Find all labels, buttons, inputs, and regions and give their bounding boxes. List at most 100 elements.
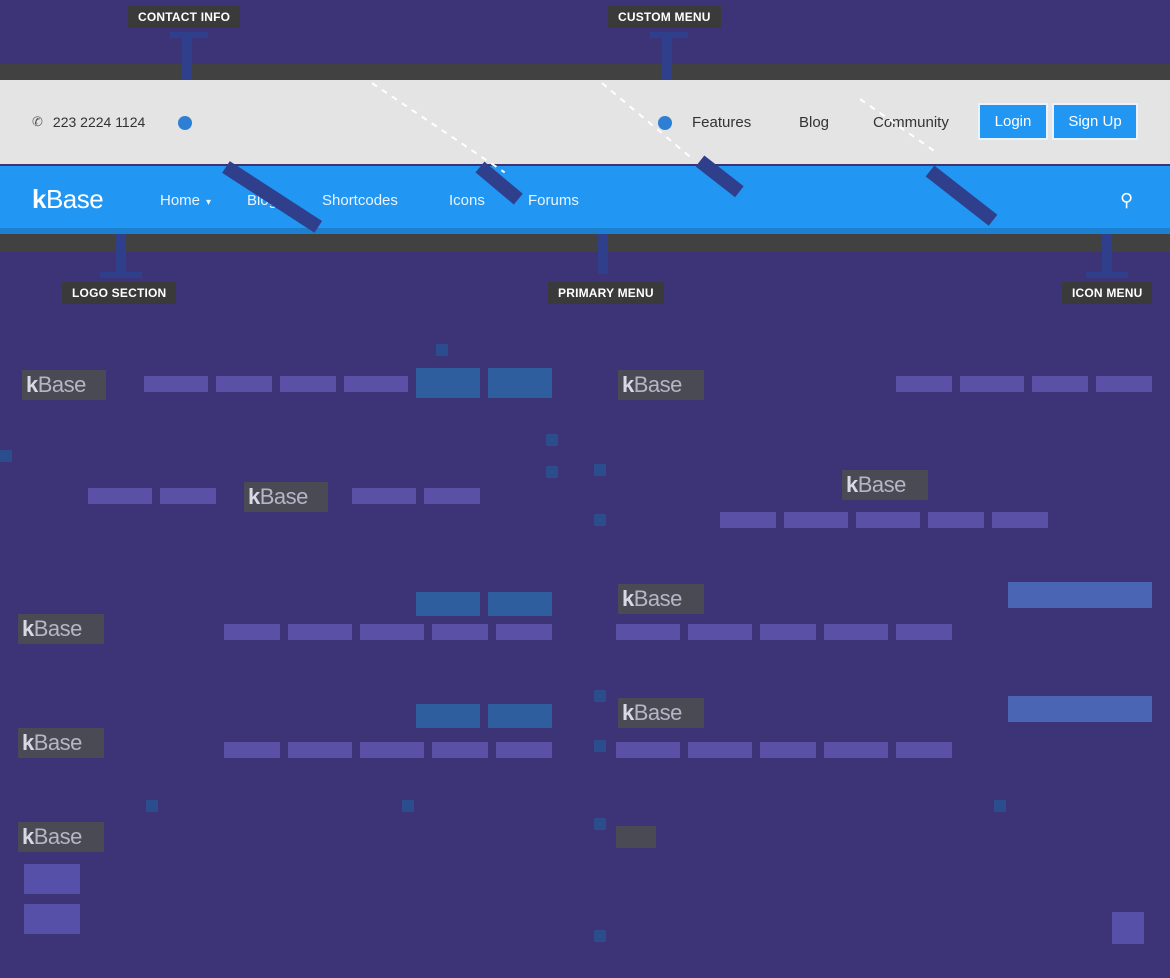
preview-menu-item [720,512,776,528]
primary-menu-forums[interactable]: Forums [528,192,579,209]
preview-menu-item [896,376,952,392]
annotation-connector [598,234,608,274]
primary-menu-home[interactable]: Home ▾ [160,192,212,209]
annotation-connector [1102,234,1112,274]
preview-logo: k Base [18,822,104,852]
preview-menu-item [144,376,208,392]
search-icon[interactable]: ⚲ [1120,190,1134,210]
preview-logo: k Base [842,470,928,500]
login-button[interactable]: Login [978,103,1048,140]
preview-menu-item [992,512,1048,528]
preview-menu-item [960,376,1024,392]
annotation-marker [594,464,606,476]
preview-menu-item [760,742,816,758]
preview-menu-item [824,624,888,640]
preview-button [416,368,480,398]
preview-menu-item [280,376,336,392]
preview-menu-item [352,488,416,504]
annotation-marker [594,690,606,702]
preview-menu-item [344,376,408,392]
annotation-marker [546,434,558,446]
annotation-connector [662,32,672,80]
preview-button [416,704,480,728]
preview-button [488,592,552,616]
annotation-marker [146,800,158,812]
preview-menu-item [760,624,816,640]
contact-info: ✆ 223 2224 1124 [32,114,145,130]
annotation-icon-menu: ICON MENU [1062,282,1153,304]
phone-number: 223 2224 1124 [52,114,146,130]
preview-menu-item [288,742,352,758]
annotation-primary-menu: PRIMARY MENU [548,282,664,304]
annotation-marker [994,800,1006,812]
annotation-connector [1086,272,1128,278]
annotation-marker [594,514,606,526]
preview-menu-item [360,624,424,640]
preview-block [24,864,80,894]
custom-menu-features[interactable]: Features [692,114,752,131]
preview-block [616,826,656,848]
preview-menu-item [224,624,280,640]
preview-menu-item [288,624,352,640]
preview-logo: k Base [244,482,328,512]
preview-menu-item [1032,376,1088,392]
preview-menu-item [896,742,952,758]
annotation-custom-menu: CUSTOM MENU [608,6,721,28]
annotation-marker [0,450,12,462]
annotation-marker [658,116,672,130]
preview-menu-item [496,742,552,758]
preview-logo: k Base [618,698,704,728]
annotation-marker [594,930,606,942]
preview-block [1112,912,1144,944]
preview-logo: k Base [18,728,104,758]
preview-menu-item [360,742,424,758]
preview-menu-item [928,512,984,528]
preview-logo: k Base [618,584,704,614]
preview-logo: k Base [22,370,106,400]
annotation-contact-info: CONTACT INFO [128,6,241,28]
preview-menu-item [216,376,272,392]
primary-menu-shortcodes[interactable]: Shortcodes [322,192,398,209]
preview-menu-item [616,742,680,758]
preview-menu-item [896,624,952,640]
preview-menu-item [496,624,552,640]
annotation-marker [402,800,414,812]
annotation-connector [182,32,192,80]
annotation-logo-section: LOGO SECTION [62,282,177,304]
preview-menu-item [688,742,752,758]
preview-menu-item [432,624,488,640]
custom-menu-community[interactable]: Community [873,114,949,131]
annotation-marker [594,818,606,830]
phone-icon: ✆ [32,114,43,129]
preview-button [1008,582,1152,608]
preview-button [488,368,552,398]
site-logo[interactable]: kBase [32,184,104,214]
preview-menu-item [1096,376,1152,392]
custom-menu-blog[interactable]: Blog [799,114,830,131]
annotation-marker [436,344,448,356]
preview-menu-item [856,512,920,528]
signup-button[interactable]: Sign Up [1052,103,1138,140]
chevron-down-icon: ▾ [206,197,212,208]
primary-bar-border [0,228,1170,234]
annotation-connector [116,234,126,274]
preview-menu-item [688,624,752,640]
preview-menu-item [160,488,216,504]
preview-menu-item [432,742,488,758]
upper-dark-band [0,64,1170,80]
preview-menu-item [616,624,680,640]
preview-button [1008,696,1152,722]
lower-dark-band [0,234,1170,252]
preview-button [416,592,480,616]
annotation-marker [546,466,558,478]
preview-block [24,904,80,934]
preview-menu-item [784,512,848,528]
preview-button [488,704,552,728]
preview-menu-item [824,742,888,758]
preview-menu-item [88,488,152,504]
preview-logo: k Base [618,370,704,400]
annotation-marker [178,116,192,130]
preview-menu-item [224,742,280,758]
preview-logo: k Base [18,614,104,644]
primary-menu-icons[interactable]: Icons [449,192,485,209]
